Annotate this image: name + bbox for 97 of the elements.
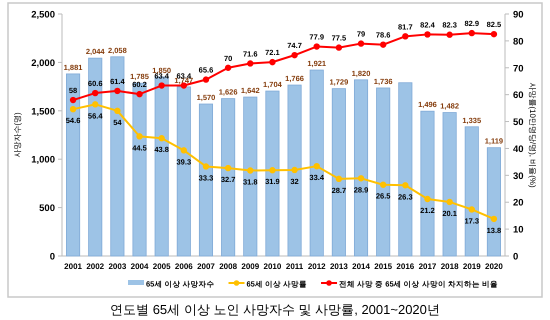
point (70, 106, 76, 112)
bar (464, 126, 479, 256)
point (114, 88, 121, 94)
point (247, 60, 254, 67)
y2-tick-label: 40 (513, 144, 524, 155)
x-tick-label: 2016 (396, 262, 415, 271)
point (358, 175, 364, 182)
point (336, 176, 342, 182)
bar (88, 58, 102, 256)
point (180, 147, 188, 154)
y-tick-label: 2,000 (31, 58, 55, 69)
bar (420, 110, 435, 256)
x-tick-label: 2002 (86, 262, 105, 271)
x-tick-label: 2017 (418, 262, 437, 271)
point (424, 31, 431, 38)
bar (110, 56, 124, 256)
point (158, 82, 165, 89)
point (158, 135, 165, 142)
y2-tick-label: 30 (513, 170, 524, 182)
bar (221, 98, 236, 256)
point (336, 44, 342, 51)
x-tick-label: 2010 (264, 262, 282, 271)
x-tick-label: 2008 (219, 262, 238, 271)
point (402, 33, 409, 40)
point (247, 167, 254, 174)
y-tick-label: 1,500 (31, 106, 55, 118)
x-tick-label: 2015 (374, 262, 393, 271)
point (468, 30, 475, 36)
text: 연도별 65세 이상 노인 사망자수 및 사망률, 2001~2020년 (110, 302, 440, 317)
x-tick-label: 2019 (462, 262, 482, 271)
bar (288, 84, 302, 256)
y2-tick-label: 20 (513, 198, 524, 209)
y-tick-label: 500 (39, 203, 55, 214)
y-axis-title: 사망자수(명) (13, 112, 22, 158)
point (358, 40, 364, 47)
point (291, 166, 298, 174)
point (269, 58, 276, 66)
y-tick-label: 2,500 (31, 10, 55, 20)
y2-tick-label: 0 (513, 252, 518, 262)
y2-tick-label: 70 (513, 63, 524, 74)
y2-tick-label: 80 (513, 36, 524, 48)
point (269, 167, 276, 174)
bar (243, 96, 258, 256)
point (136, 133, 143, 140)
point (224, 164, 232, 172)
x-tick-label: 2003 (108, 262, 127, 271)
x-tick-label: 2007 (197, 262, 216, 271)
x-tick-label: 2001 (64, 262, 83, 271)
point (291, 52, 298, 58)
x-tick-label: 2004 (130, 262, 149, 271)
point (402, 182, 409, 188)
bar (332, 88, 346, 256)
point (314, 162, 320, 170)
x-tick-label: 2020 (485, 262, 504, 271)
x-tick-label: 2005 (152, 262, 172, 271)
point (380, 182, 386, 188)
bar (398, 82, 412, 256)
y2-tick-label: 90 (513, 10, 524, 20)
y2-tick-label: 60 (513, 90, 524, 102)
x-tick-label: 2011 (286, 262, 304, 271)
point (70, 96, 76, 104)
point (202, 163, 210, 170)
y2-tick-label: 50 (513, 117, 524, 128)
bar (132, 82, 147, 256)
point (136, 90, 143, 98)
point (224, 64, 232, 71)
x-tick-label: 2012 (308, 262, 326, 271)
x-tick-label: 2009 (241, 262, 260, 271)
point (202, 76, 210, 83)
bar (176, 86, 191, 256)
bar (265, 90, 280, 256)
bar (442, 112, 457, 256)
bar (486, 147, 501, 256)
bar (310, 70, 324, 256)
point (446, 198, 453, 206)
point (114, 108, 121, 114)
x-tick-label: 2006 (174, 262, 194, 271)
point (92, 101, 98, 108)
point (446, 32, 453, 38)
point (314, 43, 320, 50)
y2-axis-title: 사망률(10만명당/명), 비율(%) (528, 82, 537, 188)
point (424, 196, 431, 202)
y-tick-label: 0 (50, 252, 55, 262)
x-tick-label: 2014 (352, 262, 370, 271)
bar (376, 88, 390, 256)
x-tick-label: 2013 (330, 262, 348, 271)
y-tick-label: 1,000 (31, 154, 55, 166)
x-tick-label: 2018 (440, 262, 460, 271)
bar (198, 104, 214, 256)
bar (354, 79, 368, 256)
bar (66, 74, 80, 256)
point (92, 90, 98, 96)
point (490, 216, 498, 222)
point (490, 30, 498, 38)
y2-tick-label: 10 (513, 224, 524, 236)
point (468, 206, 475, 213)
point (380, 41, 386, 48)
